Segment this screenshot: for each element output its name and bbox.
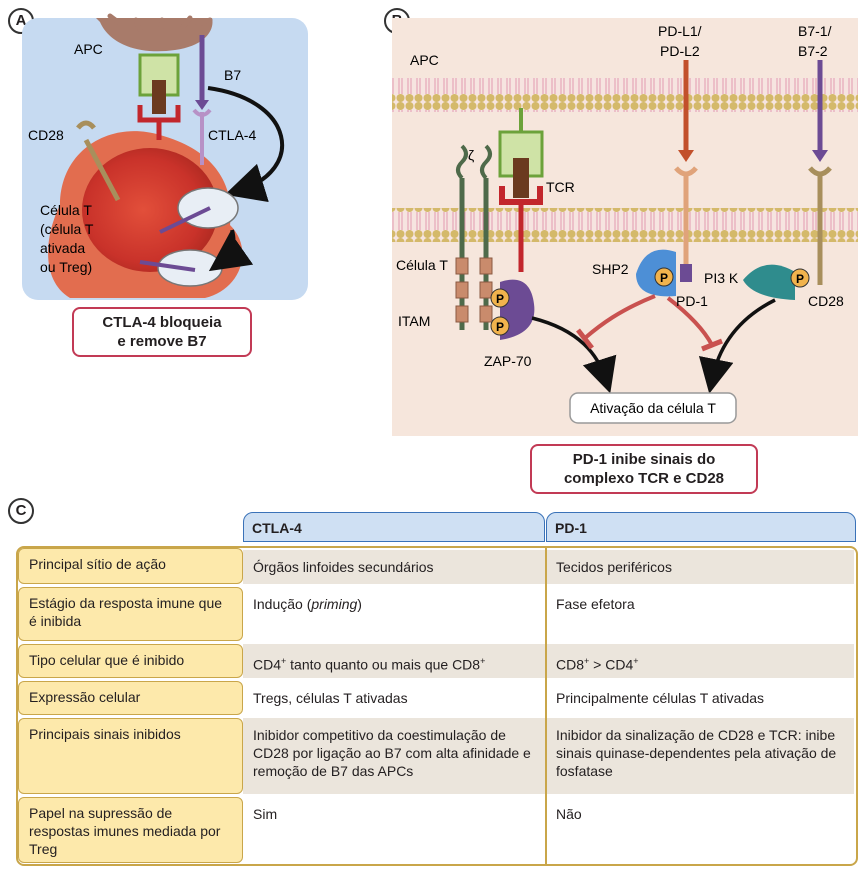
zap70-activation-arrow [531,316,617,394]
cell-ctla4-stage-post: ) [357,596,362,612]
panel-a-diagram: APC B7 CD28 CTLA-4 Célula T (célula T at… [22,13,308,300]
cell-ctla4-signals: Inibidor competitivo da coestimulação de… [253,727,531,779]
cell-ctla4-stage-em: priming [311,596,358,612]
label-cd28-b: CD28 [808,293,844,309]
label-tcell-a-2: (célula T [40,221,94,237]
row-label-signals: Principais sinais inibidos [18,718,243,794]
label-tcr: TCR [546,179,575,195]
label-tcell-a-4: ou Treg) [40,259,92,275]
peptide [152,80,166,114]
label-tcell-b: Célula T [396,257,448,273]
tcell-membrane-b [392,208,858,242]
row-label-site: Principal sítio de ação [18,548,243,584]
inhibit-tcr [583,294,656,340]
cell-pd1-stage: Fase efetora [556,596,635,612]
p-zap-2: P [496,320,504,334]
label-zap70: ZAP-70 [484,353,532,369]
sup-4: + [633,656,639,666]
label-b7-b-2: B7-2 [798,43,828,59]
cell-ctla4-cell-type: CD4+ tanto quanto ou mais que CD8+ [245,646,543,680]
panel-a-callout-line1: CTLA-4 bloqueia [102,314,222,331]
pi3k [743,264,795,300]
cell-pd1-site: Tecidos periféricos [556,559,672,575]
cell-pd1-rest: > CD4 [589,656,634,673]
itsm [680,264,692,282]
column-header-ctla4: CTLA-4 [243,512,545,542]
row-band-5 [243,718,854,794]
label-pdl-2: PD-L2 [660,43,700,59]
label-itam: ITAM [398,313,430,329]
row-label-expression: Expressão celular [18,681,243,715]
panel-b-callout: PD-1 inibe sinais do complexo TCR e CD28 [530,444,758,494]
p-shp2: P [660,271,668,285]
row-band-1 [243,550,854,584]
panel-a-callout-line2: e remove B7 [117,333,207,350]
row-label-cell-type: Tipo celular que é inibido [18,644,243,678]
cell-pd1-treg: Não [556,806,582,822]
cell-ctla4-expression: Tregs, células T ativadas [253,690,408,706]
cell-ctla4-cd4: CD4 [253,656,282,673]
cell-ctla4-stage-pre: Indução ( [253,596,312,612]
panel-c-letter: C [8,498,34,524]
row-band-3 [243,644,854,678]
cell-pd1-expression: Principalmente células T ativadas [556,690,765,706]
label-apc-a: APC [74,41,103,57]
apc-membrane-b [392,78,858,112]
cell-pd1-cell-type: CD8+ > CD4+ [548,646,854,680]
panel-b-callout-line1: PD-1 inibe sinais do [572,451,716,468]
row-label-stage: Estágio da resposta imune que é inibida [18,587,243,641]
label-apc-b: APC [410,52,439,68]
label-zeta: ζ [468,147,474,163]
label-tcell-a-3: ativada [40,240,85,256]
row-label-treg: Papel na supressão de respostas imunes m… [18,797,243,863]
label-ctla4-a: CTLA-4 [208,127,256,143]
cell-pd1-signals: Inibidor da sinalização de CD28 e TCR: i… [556,727,837,779]
panel-b-diagram: P P P P APC PD-L1/ PD-L2 B7-1/ B7-2 ζ TC… [392,18,858,436]
label-shp2: SHP2 [592,261,629,277]
label-tcell-a-1: Célula T [40,202,92,218]
t-cell-nucleus [82,148,218,272]
label-pd1: PD-1 [676,293,708,309]
panel-a-callout: CTLA-4 bloqueia e remove B7 [72,307,252,357]
label-b7-b-1: B7-1/ [798,23,832,39]
cell-ctla4-rest: tanto quanto ou mais que CD8 [286,656,481,673]
column-header-pd1: PD-1 [546,512,856,542]
pi3k-activation-arrow [698,298,776,394]
sup-2: + [480,656,486,666]
label-b7-a: B7 [224,67,241,83]
cell-ctla4-treg: Sim [253,806,278,822]
peptide-b [513,158,529,198]
cell-ctla4-stage: Indução (priming) [245,589,543,619]
cd28-receptor [83,138,121,202]
inhibit-cd28 [666,296,714,346]
sup-1: + [281,656,287,666]
p-pi3k: P [796,272,804,286]
label-pi3k: PI3 K [704,270,739,286]
panel-b-callout-line2: complexo TCR e CD28 [563,470,725,487]
table-column-divider [545,546,547,866]
cell-ctla4-site: Órgãos linfoides secundários [253,559,434,575]
p-zap-1: P [496,292,504,306]
label-cd28-a: CD28 [28,127,64,143]
internalization-arrow [207,86,285,203]
activation-box [569,392,737,424]
sup-3: + [584,656,590,666]
label-pdl-1: PD-L1/ [658,23,702,39]
label-activation: Ativação da célula T [590,400,716,416]
cell-pd1-cd8: CD8 [556,656,585,673]
